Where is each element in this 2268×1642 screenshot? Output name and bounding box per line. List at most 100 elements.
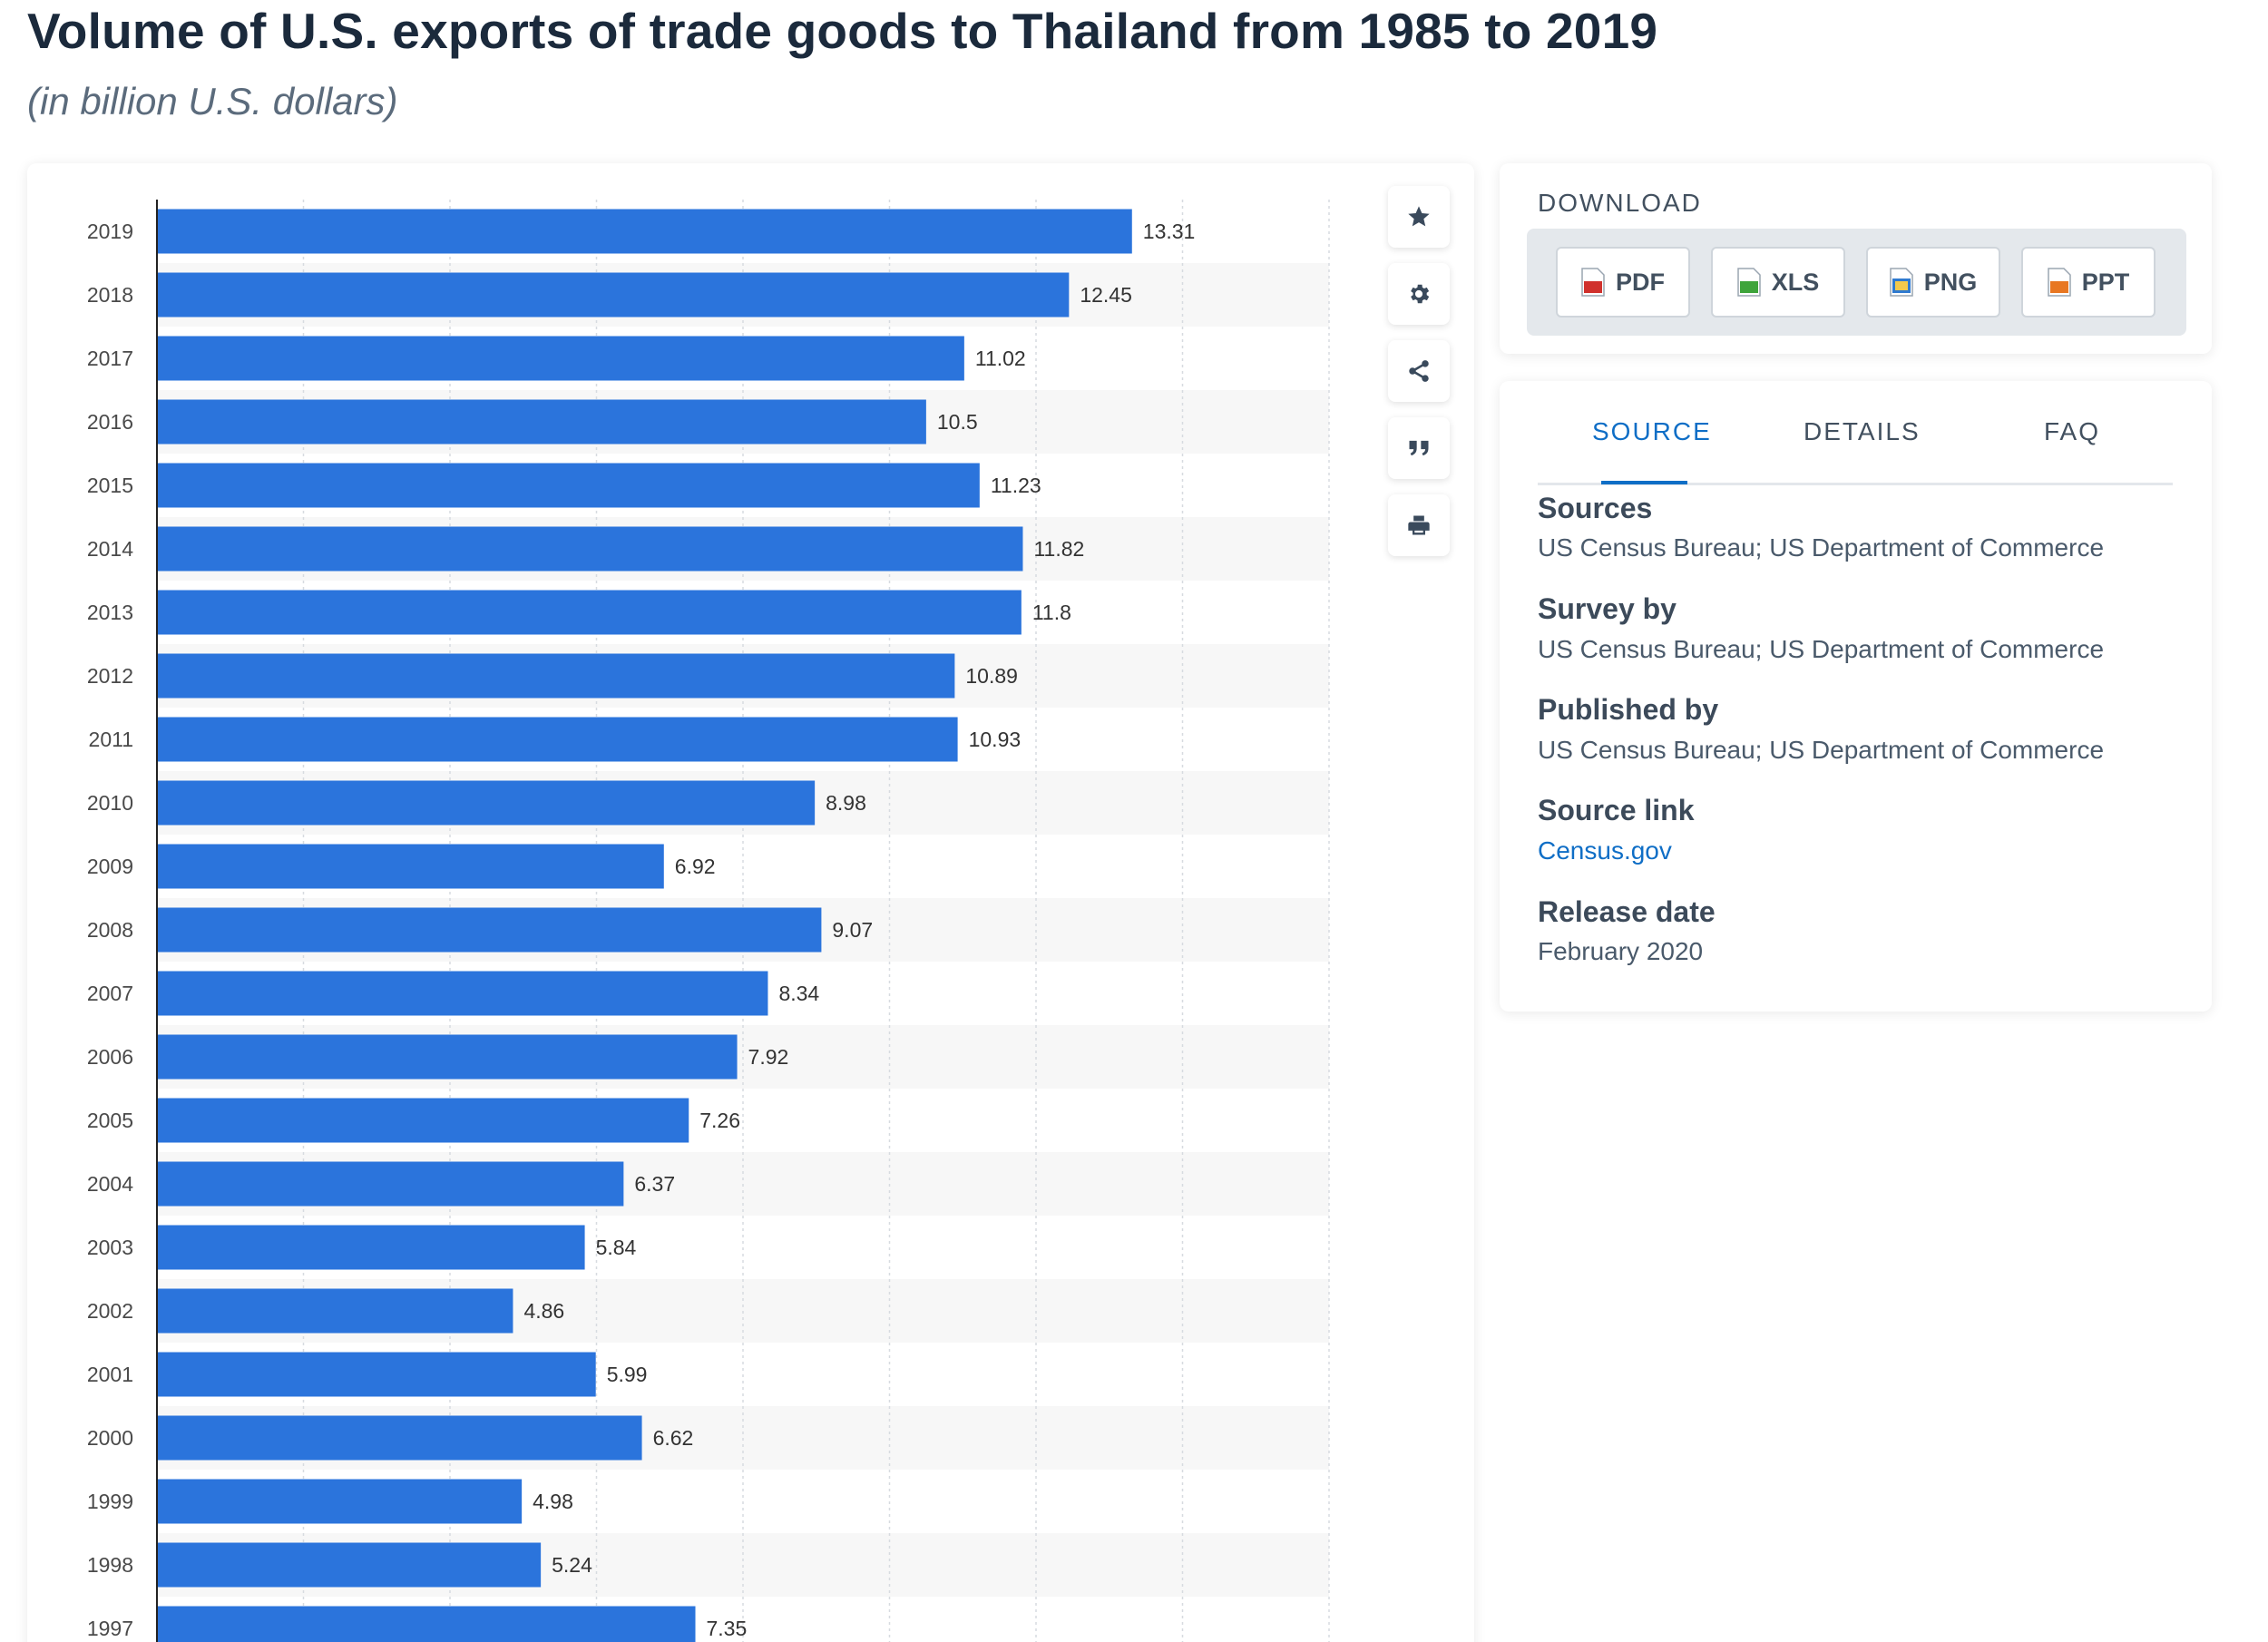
data-label: 5.84 [596, 1236, 637, 1259]
category-label: 2003 [87, 1236, 133, 1259]
data-label: 13.31 [1143, 220, 1196, 243]
cite-button[interactable] [1388, 417, 1450, 479]
data-label: 10.5 [937, 410, 978, 434]
data-label: 7.92 [748, 1045, 789, 1069]
data-label: 5.99 [607, 1363, 648, 1386]
bar [157, 399, 926, 445]
sources-label: Sources [1538, 492, 1653, 524]
source-tabs: SOURCE DETAILS FAQ [1538, 417, 2173, 485]
gear-icon [1411, 284, 1430, 304]
star-icon [1408, 206, 1430, 227]
download-pdf-button[interactable]: PDF [1556, 247, 1690, 318]
download-title: DOWNLOAD [1538, 189, 1702, 217]
bar [157, 1352, 596, 1397]
sources-value: US Census Bureau; US Department of Comme… [1538, 533, 2105, 562]
survey-label: Survey by [1538, 592, 1677, 625]
download-ppt-label: PPT [2081, 268, 2130, 296]
data-label: 6.37 [634, 1172, 675, 1196]
category-label: 1997 [87, 1617, 133, 1640]
tab-details[interactable]: DETAILS [1804, 417, 1921, 445]
release-date-value: February 2020 [1538, 937, 1704, 965]
category-label: 2006 [87, 1045, 133, 1069]
bar [157, 272, 1070, 318]
pdf-file-icon [1581, 268, 1605, 297]
xls-file-icon [1736, 268, 1761, 297]
category-label: 2002 [87, 1299, 133, 1323]
bar [157, 653, 955, 699]
favorite-button[interactable] [1388, 186, 1450, 248]
data-label: 11.82 [1033, 537, 1084, 561]
data-label: 4.86 [523, 1299, 564, 1323]
published-value: US Census Bureau; US Department of Comme… [1538, 736, 2105, 764]
download-ppt-button[interactable]: PPT [2021, 247, 2156, 318]
category-label: 2005 [87, 1109, 133, 1132]
category-label: 2012 [87, 664, 133, 688]
download-bar: PDF XLS PNG PPT [1527, 229, 2186, 336]
data-label: 10.89 [965, 664, 1018, 688]
download-png-button[interactable]: PNG [1866, 247, 2000, 318]
download-xls-label: XLS [1771, 268, 1820, 296]
release-date-label: Release date [1538, 895, 1716, 928]
download-pdf-label: PDF [1616, 268, 1665, 296]
ppt-file-icon [2047, 268, 2071, 297]
bar [157, 717, 958, 762]
download-xls-button[interactable]: XLS [1711, 247, 1845, 318]
bar-chart: 2019 13.31 2018 12.45 2017 11.02 2016 10.5 2015 1… [87, 200, 1330, 1642]
survey-value: US Census Bureau; US Department of Comme… [1538, 635, 2105, 663]
bar [157, 336, 964, 381]
bar [157, 780, 816, 826]
category-label: 2017 [87, 347, 133, 370]
bar [157, 1034, 738, 1080]
data-label: 10.93 [969, 728, 1022, 751]
png-file-icon [1889, 268, 1913, 297]
category-label: 2011 [89, 728, 133, 751]
print-button[interactable] [1388, 494, 1450, 556]
category-label: 2015 [87, 474, 133, 497]
tab-source[interactable]: SOURCE [1592, 417, 1712, 445]
source-link[interactable]: Census.gov [1538, 836, 1672, 865]
data-label: 11.02 [975, 347, 1026, 370]
category-label: 2019 [87, 220, 133, 243]
bar [157, 209, 1132, 254]
quote-icon [1409, 440, 1429, 456]
source-card: SOURCE DETAILS FAQ Sources US Census Bur… [1500, 381, 2212, 1012]
category-label: 2016 [87, 410, 133, 434]
category-label: 2008 [87, 918, 133, 942]
data-label: 9.07 [832, 918, 873, 942]
category-label: 2010 [87, 791, 133, 815]
category-label: 2000 [87, 1426, 133, 1450]
data-label: 8.34 [778, 982, 819, 1005]
data-label: 7.35 [707, 1617, 748, 1640]
bar [157, 526, 1023, 572]
print-icon [1408, 515, 1430, 535]
bar [157, 1606, 696, 1642]
bar [157, 1415, 642, 1461]
category-label: 2013 [87, 601, 133, 624]
data-label: 5.24 [552, 1553, 592, 1577]
bar [157, 907, 822, 953]
page-subtitle: (in billion U.S. dollars) [27, 80, 398, 122]
category-label: 2007 [87, 982, 133, 1005]
category-label: 2018 [87, 283, 133, 307]
category-label: 2001 [87, 1363, 133, 1386]
category-label: 2014 [87, 537, 133, 561]
bar [157, 1542, 542, 1588]
category-label: 1998 [87, 1553, 133, 1577]
category-label: 2009 [87, 855, 133, 878]
data-label: 7.26 [699, 1109, 740, 1132]
bar [157, 844, 664, 889]
share-button[interactable] [1388, 340, 1450, 402]
category-label: 2004 [87, 1172, 133, 1196]
bar [157, 590, 1022, 635]
settings-button[interactable] [1388, 263, 1450, 325]
source-link-label: Source link [1538, 794, 1695, 826]
chart-card: 2019 13.31 2018 12.45 2017 11.02 2016 10.5 2015 1… [27, 163, 1474, 1642]
tab-faq[interactable]: FAQ [2044, 417, 2101, 445]
bar [157, 1098, 689, 1143]
data-label: 12.45 [1080, 283, 1132, 307]
bar [157, 1288, 513, 1334]
bar [157, 971, 768, 1016]
bar [157, 463, 980, 508]
share-icon [1409, 360, 1429, 382]
active-tab-indicator [1601, 481, 1687, 484]
